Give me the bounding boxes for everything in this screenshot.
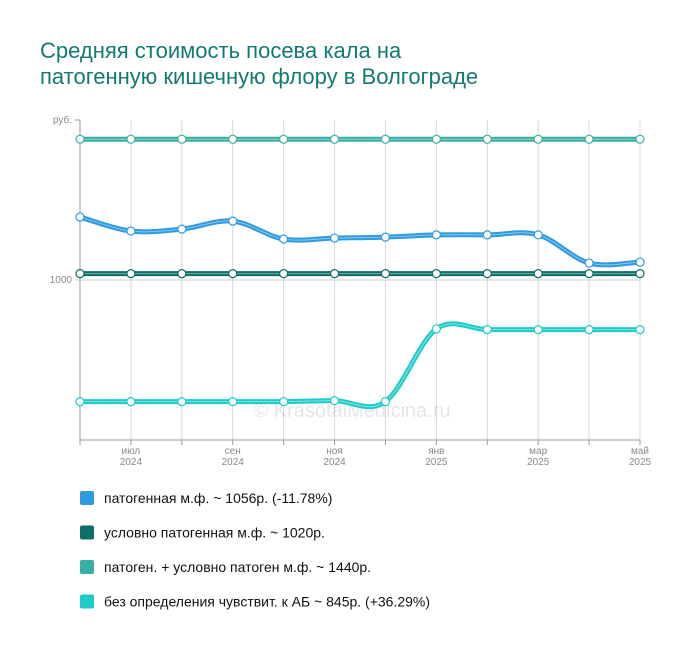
data-point (431, 269, 441, 279)
data-point (380, 269, 391, 279)
x-tick-label: 2024 (222, 457, 245, 468)
data-point (279, 134, 289, 144)
data-point (228, 269, 238, 279)
data-point (75, 397, 85, 407)
data-point (431, 134, 441, 144)
data-point (482, 230, 492, 240)
series-line-highlight (79, 216, 641, 266)
chart-title: патогенную кишечную флору в Волгограде (40, 64, 478, 89)
data-point (329, 269, 340, 279)
data-point (177, 134, 187, 144)
data-point (279, 397, 289, 407)
data-point (279, 269, 289, 279)
data-point (279, 234, 289, 244)
legend-swatch (80, 491, 94, 505)
data-point (329, 134, 340, 144)
data-point (177, 224, 187, 234)
data-point (228, 397, 238, 407)
data-point (177, 269, 187, 279)
legend-label: условно патогенная м.ф. ~ 1020р. (104, 525, 325, 541)
legend-swatch (80, 594, 94, 609)
data-point (635, 134, 645, 144)
x-tick-label: 2024 (120, 457, 143, 468)
data-point (482, 269, 492, 279)
legend-swatch (80, 560, 94, 574)
y-tick-label: руб. (53, 114, 72, 126)
data-point (482, 134, 492, 144)
x-tick-label: 2025 (425, 457, 448, 468)
series-line (79, 214, 641, 268)
chart-title: Средняя стоимость посева кала на (40, 38, 402, 63)
data-point (584, 325, 594, 335)
data-point (635, 269, 645, 279)
x-tick-label: май (631, 446, 649, 457)
data-point (584, 258, 594, 268)
x-tick-label: янв (428, 446, 444, 457)
x-tick-label: 2025 (629, 457, 652, 468)
watermark: © KrasotaiMedicina.ru (253, 400, 450, 422)
data-point (228, 134, 238, 144)
x-tick-label: 2024 (323, 457, 346, 468)
data-point (126, 226, 136, 236)
data-point (329, 396, 340, 406)
data-point (380, 134, 391, 144)
x-tick-label: июл (122, 446, 141, 457)
legend-label: патоген. + условно патоген м.ф. ~ 1440р. (104, 559, 371, 575)
data-point (75, 134, 85, 144)
data-point (380, 397, 391, 407)
series-line-highlight (79, 323, 640, 408)
data-point (533, 269, 543, 279)
data-point (533, 325, 543, 335)
data-point (533, 230, 543, 240)
data-point (482, 325, 492, 335)
data-point (533, 134, 543, 144)
y-tick-label: 1000 (50, 275, 73, 286)
legend-label: патогенная м.ф. ~ 1056р. (-11.78%) (104, 490, 332, 506)
data-point (584, 269, 594, 279)
series-line (79, 321, 640, 410)
data-point (584, 134, 594, 144)
data-point (177, 397, 187, 407)
data-point (126, 397, 136, 407)
data-point (126, 269, 136, 279)
data-point (431, 230, 441, 240)
x-tick-label: сен (225, 446, 241, 457)
data-point (329, 233, 340, 243)
data-point (75, 269, 85, 279)
x-tick-label: ноя (326, 446, 343, 457)
data-point (75, 212, 85, 222)
legend-label: без определения чувствит. к АБ ~ 845р. (… (104, 594, 430, 610)
x-tick-label: 2025 (527, 457, 550, 468)
x-tick-label: мар (529, 446, 547, 457)
data-point (635, 257, 645, 267)
data-point (380, 232, 391, 242)
data-point (635, 325, 645, 335)
legend-swatch (80, 525, 94, 540)
data-point (431, 324, 441, 334)
data-point (228, 216, 238, 226)
data-point (126, 134, 136, 144)
